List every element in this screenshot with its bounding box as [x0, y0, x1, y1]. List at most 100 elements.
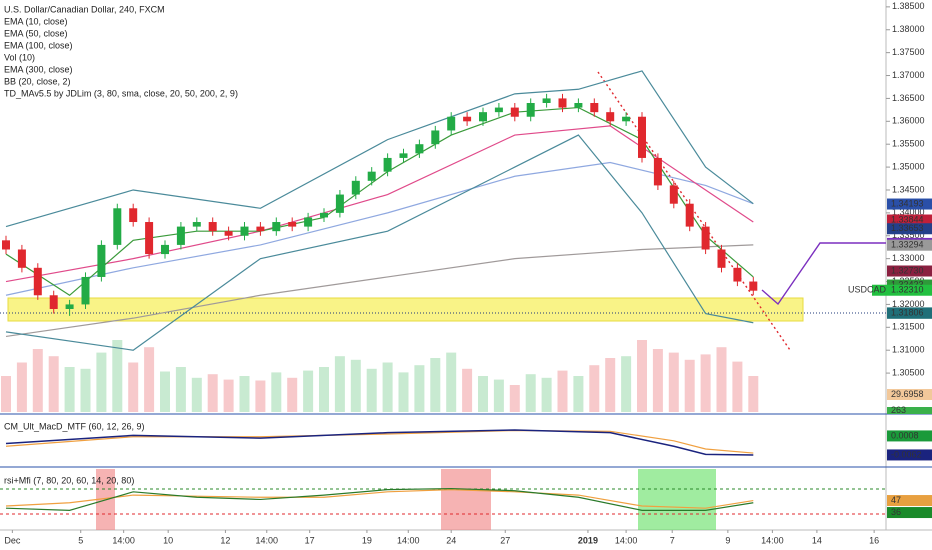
volume-bar [700, 354, 711, 412]
symbol-title: U.S. Dollar/Canadian Dollar, 240, FXCM [4, 4, 165, 14]
candle-body [81, 276, 90, 305]
candle-body [399, 153, 408, 158]
volume-bar [430, 358, 441, 412]
rsi-label: rsi+Mfi (7, 80, 20, 60, 14, 20, 80) [4, 475, 134, 485]
price-tag [887, 239, 932, 251]
candle-body [431, 130, 440, 145]
price-tag [887, 265, 932, 277]
x-tick-label: 14:00 [112, 535, 135, 545]
volume-bar [668, 352, 679, 412]
price-tag-label: 1.31806 [891, 308, 924, 318]
x-tick-label: 19 [362, 535, 372, 545]
indicator-line [5, 125, 754, 283]
indicator-label: EMA (50, close) [4, 28, 68, 38]
price-tag [887, 507, 932, 519]
volume-bar [493, 379, 504, 412]
price-axis [886, 0, 932, 530]
indicator-line [5, 161, 754, 296]
volume-bar [191, 377, 202, 412]
volume-tag-label: 263 [891, 405, 906, 415]
price-tag [887, 495, 932, 507]
price-tag [887, 284, 932, 296]
candle-body [335, 194, 344, 213]
candle-body [304, 217, 313, 227]
indicator-label: EMA (10, close) [4, 16, 68, 26]
volume-bar [478, 376, 488, 412]
candle-body [161, 244, 169, 255]
price-tag-label: 1.33294 [891, 240, 924, 250]
price-tag-label: 1.32310 [891, 285, 924, 295]
price-tag [887, 223, 932, 235]
candle-body [479, 112, 487, 122]
y-tick-label: 1.35000 [892, 161, 925, 171]
candle-body [240, 226, 249, 236]
x-tick-label: 14 [812, 535, 822, 545]
volume-bar [605, 358, 616, 412]
candle-body [749, 281, 758, 291]
y-tick-label: 1.33500 [892, 230, 925, 240]
y-tick-label: 1.34500 [892, 184, 925, 194]
candle-body [320, 212, 328, 218]
candle-body [701, 226, 710, 250]
volume-bar [271, 372, 282, 412]
x-tick-label: Dec [4, 535, 21, 545]
volume-bar [64, 367, 75, 412]
candle-body [145, 222, 154, 255]
overbought-zone [441, 469, 491, 530]
candle-body [463, 116, 472, 122]
x-tick-label: 14:00 [397, 535, 420, 545]
indicator-line [5, 134, 754, 351]
price-tag [887, 198, 932, 210]
volume-bar [96, 352, 107, 412]
y-tick-label: 1.37500 [892, 47, 925, 57]
x-tick-label: 2019 [578, 535, 598, 545]
volume-bar [16, 362, 27, 412]
candle-body [65, 304, 74, 309]
price-tag [887, 430, 932, 442]
candle-body [351, 180, 360, 195]
indicator-label: Vol (10) [4, 52, 35, 62]
volume-bar [160, 371, 170, 412]
candle-body [685, 203, 694, 227]
y-tick-label: 1.38000 [892, 24, 925, 34]
volume-tag-label: 29.6958 [891, 389, 924, 399]
indicator-label: TD_MAv5.5 by JDLim (3, 80, sma, close, 2… [4, 88, 238, 98]
volume-bar [684, 359, 695, 412]
volume-bar [334, 356, 345, 412]
candle-body [638, 116, 646, 158]
candle-body [542, 98, 551, 103]
rsi-line [5, 487, 754, 511]
y-tick-label: 1.38500 [892, 1, 925, 11]
oversold-zone [638, 469, 716, 530]
candle-body [733, 267, 742, 282]
candle-body [49, 295, 58, 309]
candle-body [606, 112, 615, 122]
volume-bar [462, 368, 473, 412]
volume-bar [255, 380, 266, 412]
volume-bar [319, 367, 329, 412]
volume-bar [287, 377, 298, 412]
x-tick-label: 5 [78, 535, 83, 545]
x-tick-label: 17 [305, 535, 315, 545]
price-tag-label: 1.32730 [891, 265, 924, 275]
candle-body [415, 144, 424, 154]
volume-bar [398, 372, 409, 412]
candle-body [383, 157, 392, 172]
indicator-label: EMA (300, close) [4, 64, 73, 74]
volume-bar [573, 376, 584, 412]
candle-body [494, 107, 503, 113]
price-tag [887, 307, 932, 319]
volume-bar [112, 340, 123, 412]
x-tick-label: 9 [725, 535, 730, 545]
volume-bar [525, 374, 536, 412]
y-tick-label: 1.36000 [892, 116, 925, 126]
volume-bar [382, 362, 393, 412]
price-tag-label: 1.33653 [891, 223, 924, 233]
volume-bar [446, 352, 457, 412]
x-tick-label: 14:00 [761, 535, 784, 545]
volume-bar [128, 362, 139, 412]
y-tick-label: 1.34000 [892, 207, 925, 217]
volume-bar [207, 374, 218, 412]
